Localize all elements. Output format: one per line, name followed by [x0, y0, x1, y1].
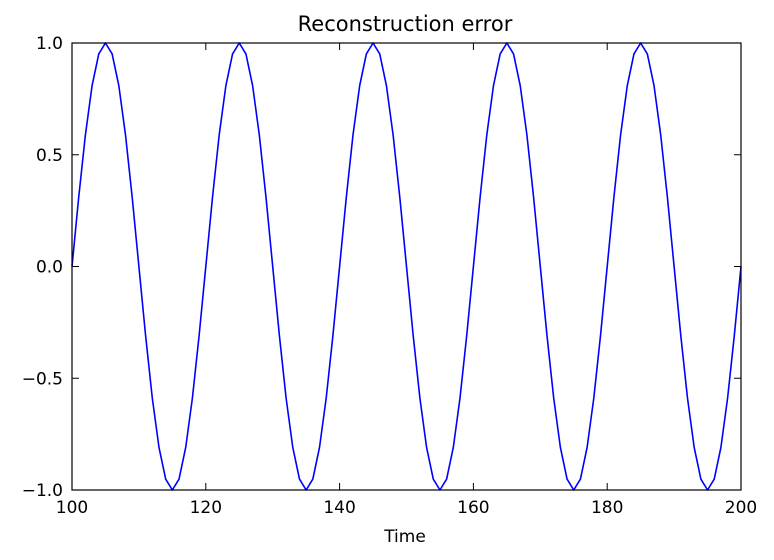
series-line-0	[71, 42, 742, 491]
x-tick-label: 120	[190, 498, 222, 518]
x-tick-label: 200	[725, 498, 757, 518]
y-tick-label: 0.0	[36, 258, 63, 278]
y-tick-label: −1.0	[22, 481, 63, 501]
chart-title: Reconstruction error	[298, 12, 513, 36]
y-tick-label: 1.0	[36, 34, 63, 54]
plot-area: 100 120 140 160 180 200 1.0 0.5 0.0 −0.5 −1.0	[22, 34, 758, 518]
x-tick-label: 160	[457, 498, 489, 518]
x-tick-label: 140	[323, 498, 355, 518]
x-tick-label: 100	[56, 498, 88, 518]
y-tick-label: 0.5	[36, 146, 63, 166]
y-tick-label: −0.5	[22, 369, 63, 389]
x-tick-label: 180	[591, 498, 623, 518]
x-axis-label: Time	[383, 527, 426, 547]
